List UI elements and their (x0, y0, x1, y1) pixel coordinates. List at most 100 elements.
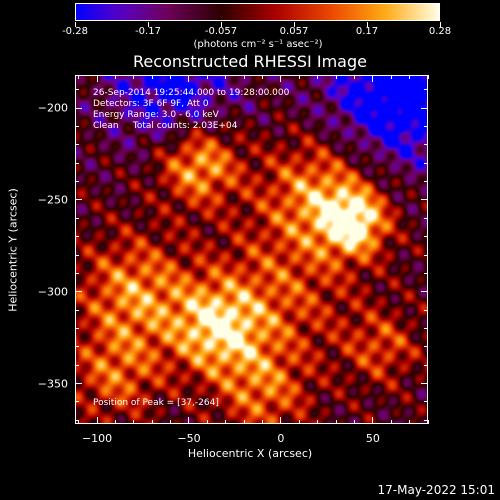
y-minor-tick (75, 217, 79, 219)
colorbar-tick-label: 0.057 (279, 26, 309, 37)
y-minor-tick (75, 364, 79, 366)
colorbar-tick-label: -0.057 (204, 26, 238, 37)
info-time-range: 26-Sep-2014 19:25:44.000 to 19:28:00.000 (93, 88, 290, 98)
y-minor-tick (75, 236, 79, 238)
x-tick-label: −50 (177, 432, 201, 445)
colorbar-tick-label: 0.28 (428, 26, 452, 37)
x-major-tick (280, 75, 282, 82)
x-minor-tick (151, 420, 153, 424)
y-minor-tick (424, 254, 428, 256)
heatmap-plot-area (75, 75, 428, 424)
y-major-tick (75, 383, 82, 385)
y-minor-tick (424, 364, 428, 366)
x-minor-tick (353, 75, 355, 79)
y-minor-tick (424, 236, 428, 238)
y-tick-label: −250 (37, 193, 68, 207)
colorbar-tick-label: -0.28 (62, 26, 88, 37)
x-minor-tick (78, 75, 80, 79)
colorbar (75, 3, 440, 21)
y-major-tick (75, 291, 82, 293)
x-minor-tick (78, 420, 80, 424)
y-minor-tick (75, 144, 79, 146)
chart-title: Reconstructed RHESSI Image (133, 52, 367, 71)
y-major-tick (75, 199, 82, 201)
y-minor-tick (424, 346, 428, 348)
x-major-tick (188, 75, 190, 82)
x-minor-tick (335, 75, 337, 79)
x-minor-tick (243, 75, 245, 79)
timestamp: 17-May-2022 15:01 (377, 483, 495, 497)
heatmap-image (75, 75, 428, 424)
y-minor-tick (424, 162, 428, 164)
y-minor-tick (424, 125, 428, 127)
x-minor-tick (390, 75, 392, 79)
y-minor-tick (424, 272, 428, 274)
x-minor-tick (262, 420, 264, 424)
y-minor-tick (424, 144, 428, 146)
x-minor-tick (225, 75, 227, 79)
x-minor-tick (353, 420, 355, 424)
y-minor-tick (75, 272, 79, 274)
x-minor-tick (298, 75, 300, 79)
y-minor-tick (424, 217, 428, 219)
x-minor-tick (243, 420, 245, 424)
y-minor-tick (424, 401, 428, 403)
x-minor-tick (170, 420, 172, 424)
y-major-tick (75, 107, 82, 109)
colorbar-tick (220, 22, 222, 27)
x-minor-tick (427, 75, 429, 79)
x-major-tick (96, 75, 98, 82)
x-major-tick (188, 417, 190, 424)
colorbar-tick-label: 0.17 (355, 26, 379, 37)
x-minor-tick (206, 75, 208, 79)
y-minor-tick (75, 162, 79, 164)
y-tick-label: −350 (37, 377, 68, 391)
info-detectors: Detectors: 3F 6F 9F, Att 0 (93, 99, 209, 109)
y-axis-label: Heliocentric Y (arcsec) (6, 188, 20, 312)
colorbar-tick (366, 22, 368, 27)
x-minor-tick (151, 75, 153, 79)
colorbar-units: (photons cm⁻² s⁻¹ asec⁻²) (193, 39, 323, 50)
y-minor-tick (424, 327, 428, 329)
x-axis-label: Heliocentric X (arcsec) (187, 447, 313, 460)
colorbar-tick (74, 22, 76, 27)
colorbar-tick (147, 22, 149, 27)
info-total-counts: Clean Total counts: 2.03E+04 (93, 121, 238, 131)
y-minor-tick (75, 401, 79, 403)
y-major-tick (421, 383, 428, 385)
x-minor-tick (114, 420, 116, 424)
x-major-tick (372, 75, 374, 82)
x-minor-tick (206, 420, 208, 424)
x-minor-tick (114, 75, 116, 79)
colorbar-tick (439, 22, 441, 27)
x-minor-tick (317, 75, 319, 79)
x-tick-label: 50 (365, 432, 380, 445)
x-minor-tick (409, 420, 411, 424)
y-minor-tick (75, 89, 79, 91)
x-minor-tick (262, 75, 264, 79)
x-tick-label: 0 (277, 432, 285, 445)
y-tick-label: −300 (37, 285, 68, 299)
y-minor-tick (424, 309, 428, 311)
y-minor-tick (75, 419, 79, 421)
x-minor-tick (225, 420, 227, 424)
x-major-tick (280, 417, 282, 424)
x-tick-label: −100 (81, 432, 113, 445)
y-minor-tick (75, 125, 79, 127)
peak-position-label: Position of Peak = [37,-264] (93, 398, 219, 408)
y-major-tick (421, 199, 428, 201)
y-minor-tick (75, 181, 79, 183)
x-minor-tick (409, 75, 411, 79)
x-minor-tick (335, 420, 337, 424)
x-minor-tick (133, 75, 135, 79)
y-major-tick (421, 107, 428, 109)
y-minor-tick (75, 327, 79, 329)
y-minor-tick (424, 89, 428, 91)
x-minor-tick (317, 420, 319, 424)
y-minor-tick (424, 419, 428, 421)
x-minor-tick (390, 420, 392, 424)
x-minor-tick (170, 75, 172, 79)
y-minor-tick (424, 181, 428, 183)
x-minor-tick (427, 420, 429, 424)
colorbar-tick (293, 22, 295, 27)
